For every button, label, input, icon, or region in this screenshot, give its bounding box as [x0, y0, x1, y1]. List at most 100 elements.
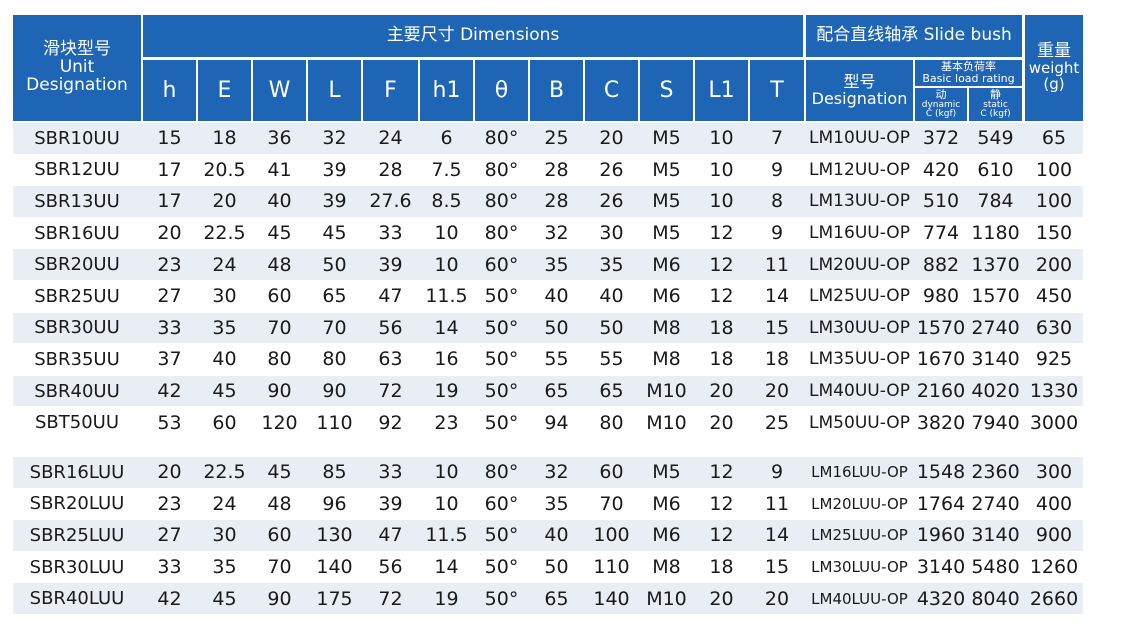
bush-designation-cell: LM13UU-OP [809, 191, 910, 212]
table-cell: 19 [434, 587, 459, 610]
table-cell: 80 [322, 348, 347, 371]
table-cell: 9 [770, 461, 784, 484]
table-cell: 53 [157, 411, 182, 434]
table-cell: 549 [977, 127, 1014, 150]
dim-header-10: S [640, 60, 693, 121]
table-cell: 175 [316, 587, 353, 610]
table-cell: 50° [484, 556, 519, 579]
table-cell: 8 [770, 190, 784, 213]
table-cell: 10 [709, 127, 734, 150]
table-cell: 37 [157, 348, 182, 371]
table-cell: M6 [652, 285, 681, 308]
table-cell: 20 [157, 222, 182, 245]
table-cell: 7.5 [431, 158, 462, 181]
table-cell: 32 [544, 461, 569, 484]
table-cell: 24 [378, 127, 403, 150]
table-cell: 50° [484, 348, 519, 371]
table-cell: M8 [652, 348, 681, 371]
table-cell: 60° [484, 492, 519, 515]
dimensions-group-header: 主要尺寸 Dimensions [143, 15, 803, 57]
table-cell: 7940 [971, 411, 1020, 434]
table-cell: 8040 [971, 587, 1020, 610]
static-load-unit: C (kgf) [980, 109, 1011, 120]
table-cell: 50° [484, 411, 519, 434]
table-cell: 18 [709, 316, 734, 339]
table-cell: 25 [544, 127, 569, 150]
table-cell: 26 [599, 190, 624, 213]
table-cell: 56 [378, 316, 403, 339]
table-cell: 60° [484, 253, 519, 276]
dim-header-9: C [585, 60, 638, 121]
table-cell: 10 [709, 158, 734, 181]
static-load-header: 静 static C (kgf) [969, 88, 1022, 121]
table-cell: 22.5 [203, 461, 246, 484]
bush-designation-cell: LM40UU-OP [809, 381, 910, 402]
table-cell: 90 [267, 587, 292, 610]
table-cell: 65 [544, 380, 569, 403]
bush-model-header-en: Designation [811, 88, 908, 108]
table-cell: 80° [484, 127, 519, 150]
table-cell: 900 [1035, 524, 1073, 547]
bush-designation-cell: LM30UU-OP [809, 317, 910, 338]
table-cell: M6 [652, 524, 681, 547]
table-cell: 12 [709, 253, 734, 276]
table-cell: 39 [378, 492, 403, 515]
table-cell: 100 [1035, 190, 1073, 213]
table-cell: 45 [212, 380, 237, 403]
table-cell: 41 [267, 158, 292, 181]
table-cell: 10 [434, 461, 459, 484]
table-cell: 1670 [916, 348, 966, 371]
table-cell: 130 [316, 524, 353, 547]
table-cell: 420 [922, 158, 960, 181]
table-cell: 3000 [1029, 411, 1079, 434]
table-cell: 1960 [916, 524, 966, 547]
table-cell: 3140 [971, 348, 1020, 371]
table-cell: 784 [977, 190, 1014, 213]
table-cell: 9 [770, 222, 784, 245]
table-cell: 10 [709, 190, 734, 213]
table-cell: 80° [484, 461, 519, 484]
table-cell: 120 [261, 411, 298, 434]
table-row [13, 281, 1083, 312]
table-cell: 40 [544, 285, 569, 308]
table-cell: 50 [322, 253, 347, 276]
bush-designation-cell: LM10UU-OP [809, 128, 910, 149]
table-cell: 5480 [971, 556, 1020, 579]
table-cell: 35 [212, 316, 237, 339]
table-cell: 140 [593, 587, 630, 610]
table-row [13, 154, 1083, 186]
table-cell: 39 [322, 158, 347, 181]
table-cell: 50 [544, 556, 569, 579]
table-cell: 2740 [971, 316, 1020, 339]
table-cell: 2160 [916, 380, 966, 403]
table-cell: 48 [267, 253, 292, 276]
designation-header: 滑块型号 Unit Designation [13, 15, 141, 121]
table-cell: 980 [922, 285, 960, 308]
table-row [13, 583, 1083, 614]
unit-designation-cell: SBR25UU [34, 285, 120, 307]
table-cell: 100 [1035, 158, 1073, 181]
table-cell: 19 [434, 380, 459, 403]
table-cell: 1330 [1029, 380, 1079, 403]
unit-designation-cell: SBR30LUU [29, 556, 125, 578]
table-cell: 45 [267, 461, 292, 484]
table-cell: 925 [1035, 348, 1073, 371]
weight-header-unit: (g) [1043, 74, 1065, 93]
table-cell: 80 [267, 348, 292, 371]
bush-model-header: 型号 Designation [806, 60, 913, 121]
table-row [13, 217, 1083, 249]
slide-bush-group-header: 配合直线轴承 Slide bush [806, 15, 1022, 57]
table-cell: 10 [434, 222, 459, 245]
table-cell: 60 [599, 461, 624, 484]
dynamic-load-header: 动 dynamic C (kgf) [915, 88, 967, 121]
bush-model-header-zh: 型号 [843, 71, 876, 91]
table-cell: M10 [646, 587, 687, 610]
table-cell: 150 [1035, 222, 1073, 245]
table-cell: 45 [212, 587, 237, 610]
weight-header-zh: 重量 [1036, 41, 1071, 62]
dim-header-5: F [363, 60, 418, 121]
dimensions-group-label: 主要尺寸 Dimensions [386, 25, 560, 46]
table-cell: 70 [267, 316, 292, 339]
table-cell: 2740 [971, 492, 1020, 515]
table-cell: 50° [484, 524, 519, 547]
